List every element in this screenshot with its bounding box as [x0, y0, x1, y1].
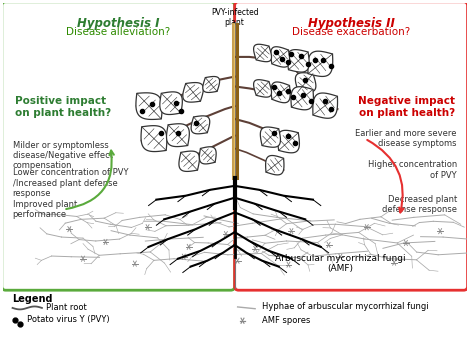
Polygon shape [179, 151, 200, 171]
Polygon shape [136, 93, 162, 119]
Polygon shape [260, 127, 281, 147]
Text: Potato virus Y (PVY): Potato virus Y (PVY) [27, 315, 110, 324]
Polygon shape [160, 92, 182, 115]
Polygon shape [278, 130, 300, 153]
Polygon shape [265, 155, 284, 175]
Text: Lower concentration of PVY
/Increased plant defense
response: Lower concentration of PVY /Increased pl… [13, 168, 128, 198]
Text: Milder or symptomless
disease/Negative effect
compensation: Milder or symptomless disease/Negative e… [13, 141, 112, 170]
Polygon shape [166, 124, 189, 147]
Text: Negative impact
on plant health?: Negative impact on plant health? [358, 96, 455, 118]
Polygon shape [271, 47, 290, 67]
Polygon shape [254, 44, 272, 62]
Text: Hypothesis I: Hypothesis I [77, 17, 159, 29]
Polygon shape [191, 116, 210, 134]
Text: Positive impact
on plant health?: Positive impact on plant health? [15, 96, 110, 118]
Polygon shape [287, 50, 309, 72]
Text: Higher concentration
of PVY: Higher concentration of PVY [367, 160, 457, 180]
Polygon shape [313, 93, 337, 118]
Text: Arbuscular mycorrhizal fungi
(AMF): Arbuscular mycorrhizal fungi (AMF) [275, 254, 406, 273]
Text: AMF spores: AMF spores [262, 316, 310, 325]
FancyBboxPatch shape [2, 2, 235, 290]
FancyArrowPatch shape [66, 151, 114, 209]
Text: Plant root: Plant root [46, 304, 87, 312]
Polygon shape [291, 87, 313, 110]
Polygon shape [308, 51, 333, 76]
Text: Hypothesis II: Hypothesis II [308, 17, 394, 29]
Text: Improved plant
performance: Improved plant performance [13, 200, 77, 219]
Polygon shape [295, 73, 316, 92]
Text: Disease alleviation?: Disease alleviation? [66, 27, 170, 37]
Polygon shape [183, 83, 203, 102]
Text: PVY-infected
plant: PVY-infected plant [211, 8, 258, 27]
Polygon shape [141, 126, 167, 152]
Text: Decreased plant
defense response: Decreased plant defense response [382, 195, 457, 214]
Polygon shape [271, 82, 290, 103]
Polygon shape [200, 147, 216, 164]
FancyArrowPatch shape [367, 140, 403, 212]
FancyBboxPatch shape [235, 2, 467, 290]
Text: Hyphae of arbuscular mycorrhizal fungi: Hyphae of arbuscular mycorrhizal fungi [262, 302, 428, 311]
Text: Earlier and more severe
disease symptoms: Earlier and more severe disease symptoms [356, 129, 457, 148]
Polygon shape [203, 77, 219, 92]
Text: Legend: Legend [13, 294, 53, 304]
Text: Disease exacerbation?: Disease exacerbation? [292, 27, 410, 37]
Polygon shape [254, 80, 272, 97]
